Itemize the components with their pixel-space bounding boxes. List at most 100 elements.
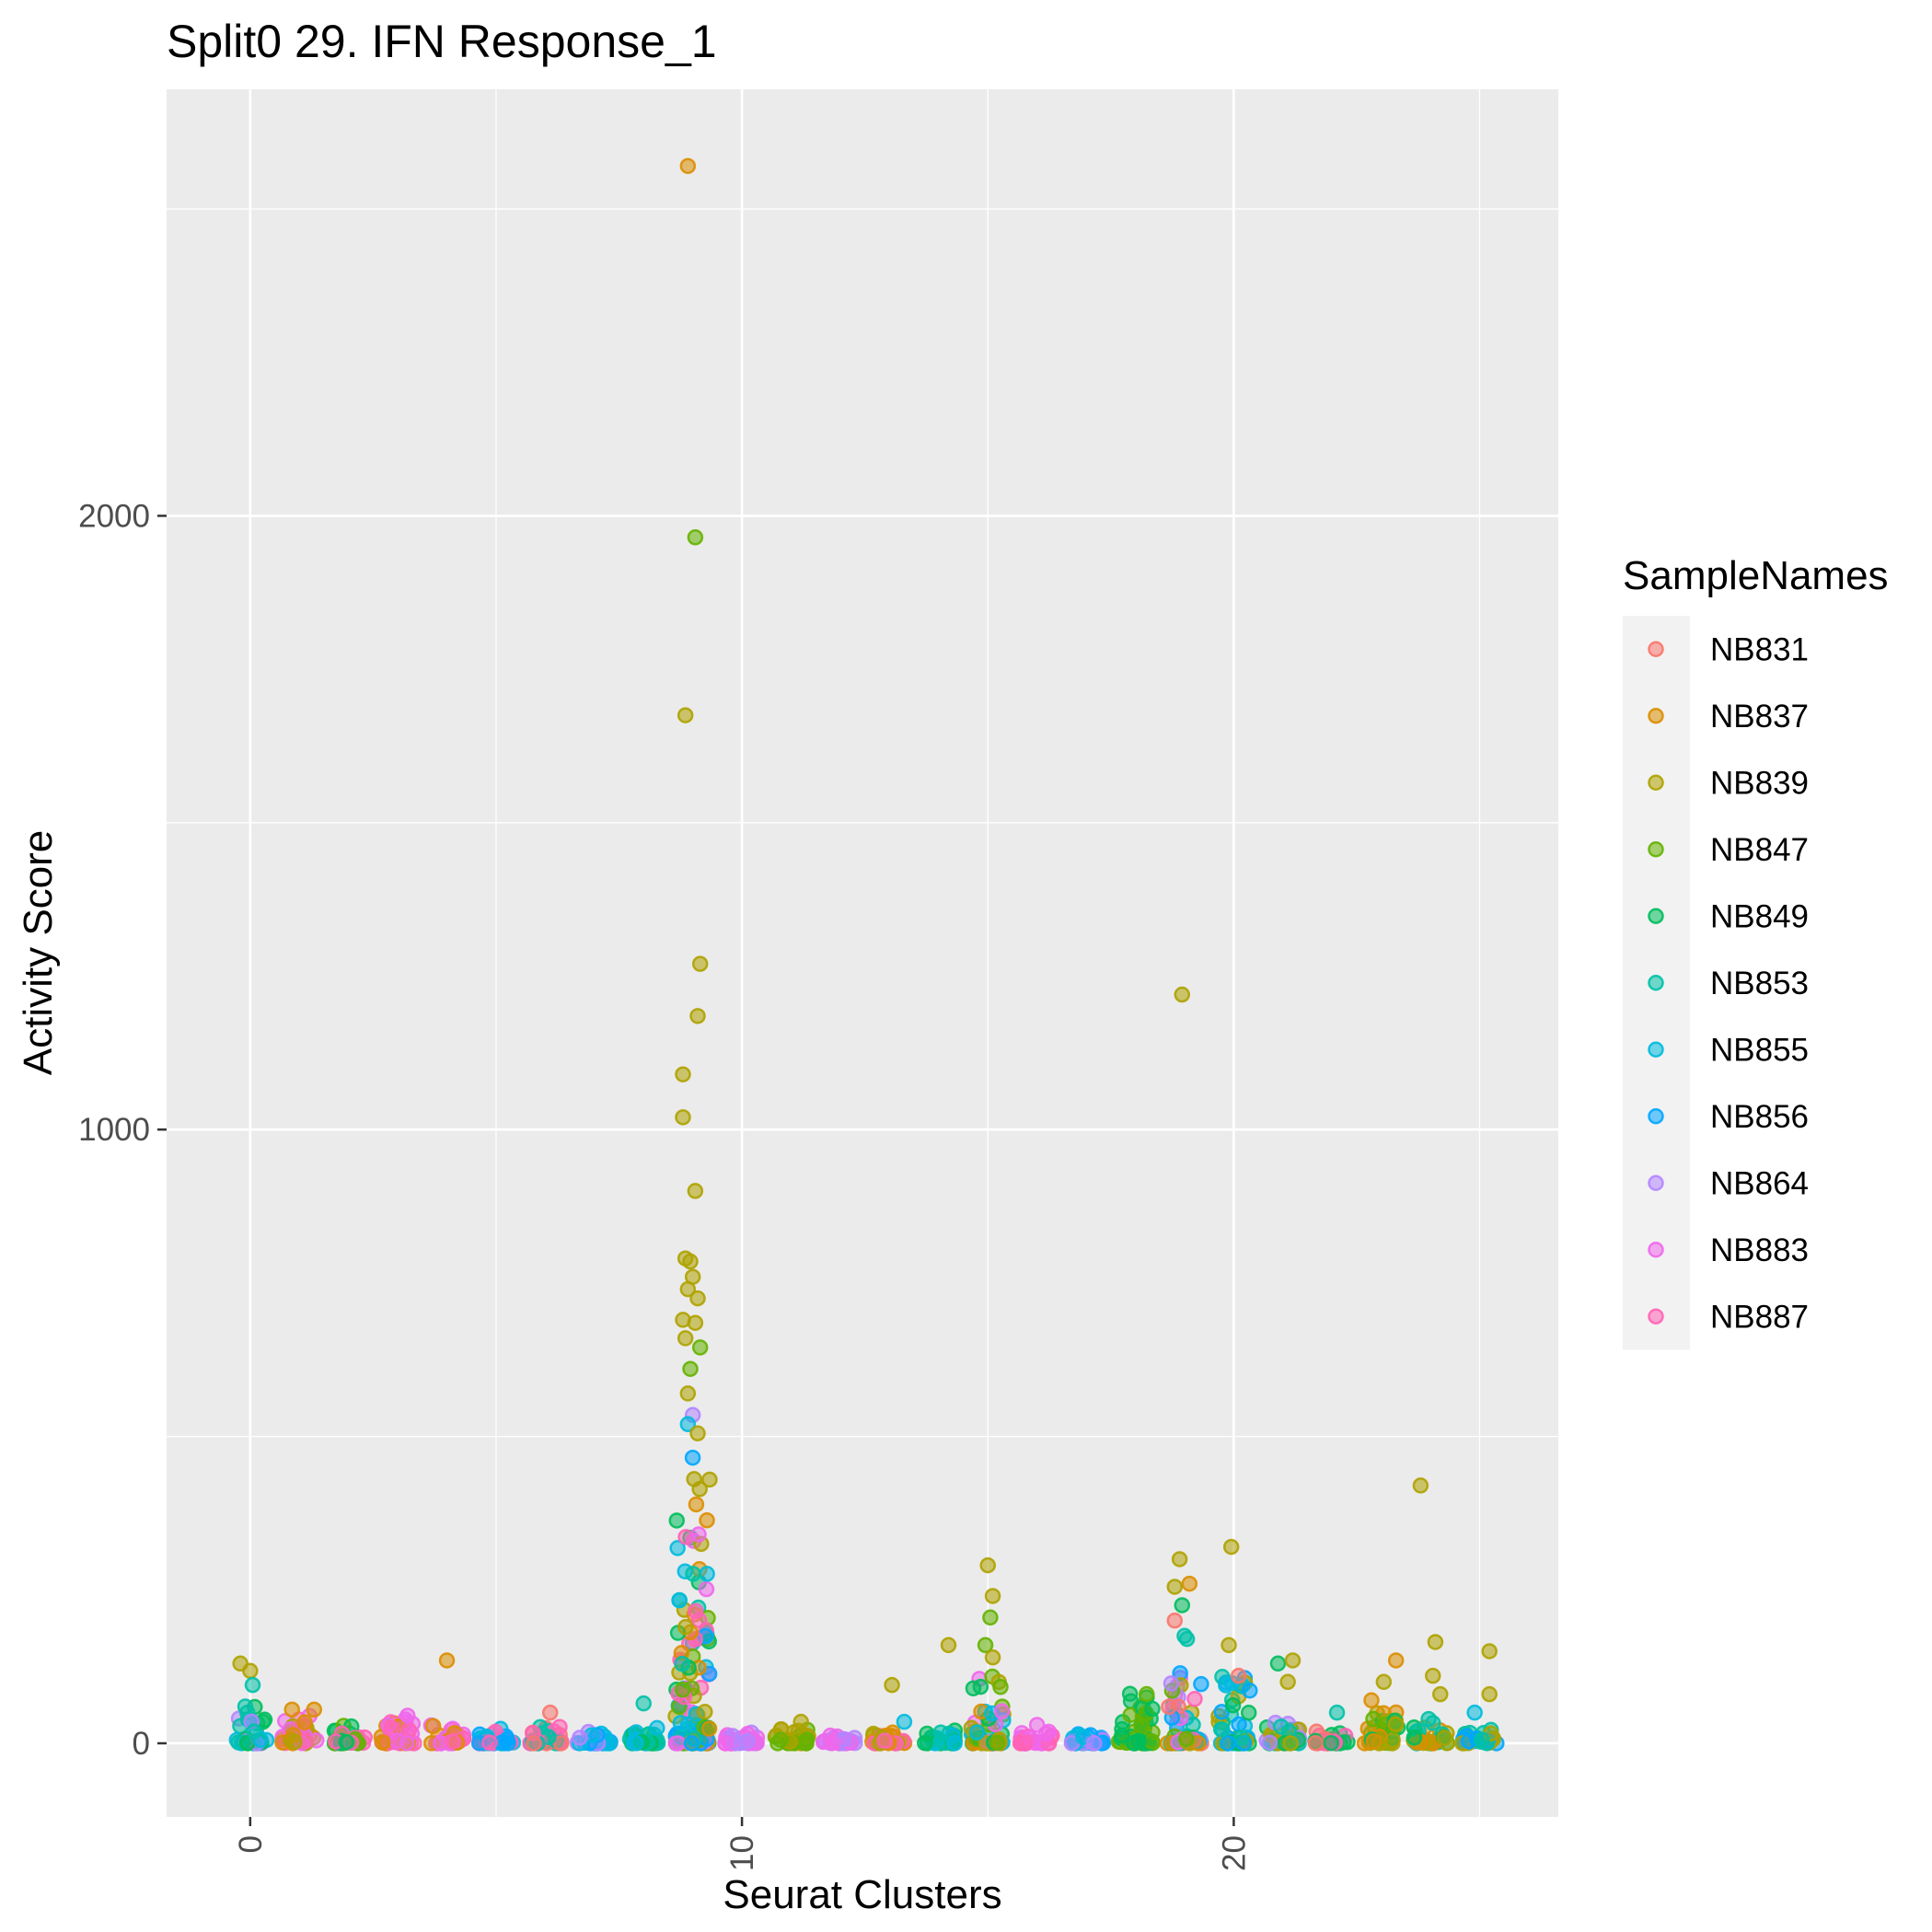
data-point: [1425, 1715, 1441, 1731]
plot-panel: [167, 89, 1558, 1817]
x-tick-label: 20: [1216, 1835, 1252, 1871]
data-point: [1178, 1730, 1195, 1747]
data-point: [1436, 1730, 1453, 1746]
data-point: [1114, 1727, 1130, 1744]
data-point: [689, 1290, 706, 1307]
data-point: [1328, 1704, 1346, 1721]
data-point: [1427, 1634, 1444, 1650]
data-point: [1412, 1477, 1429, 1494]
data-point: [691, 955, 709, 972]
data-point: [1232, 1729, 1250, 1746]
legend-title: SampleNames: [1623, 553, 1889, 598]
data-point: [256, 1711, 273, 1729]
data-point: [1365, 1732, 1382, 1750]
data-point: [717, 1735, 734, 1752]
legend-key-NB887: [1648, 1308, 1664, 1325]
data-point: [699, 1511, 715, 1529]
x-tick-label: 0: [233, 1835, 269, 1853]
data-point: [701, 1471, 718, 1488]
chart-title: Split0 29. IFN Response_1: [167, 16, 717, 67]
data-point: [1220, 1735, 1236, 1752]
legend-label: NB837: [1710, 699, 1809, 735]
data-point: [1221, 1637, 1237, 1654]
data-point: [690, 1526, 707, 1543]
data-point: [1375, 1673, 1393, 1691]
plot-background: [167, 89, 1558, 1817]
data-points: [228, 157, 1505, 1752]
data-point: [1365, 1710, 1382, 1728]
data-point: [1261, 1734, 1278, 1752]
data-point: [1323, 1734, 1340, 1752]
data-point: [677, 707, 694, 723]
data-point: [551, 1718, 568, 1735]
data-point: [739, 1732, 756, 1750]
data-point: [686, 1471, 702, 1487]
data-point: [982, 1609, 999, 1626]
data-point: [400, 1721, 418, 1739]
data-point: [683, 1735, 700, 1752]
data-point: [700, 1720, 718, 1737]
y-axis-title: Activity Score: [16, 830, 61, 1076]
data-point: [1240, 1705, 1257, 1721]
data-point: [689, 1008, 706, 1024]
data-point: [684, 1449, 701, 1466]
data-point: [296, 1714, 313, 1730]
data-point: [1230, 1667, 1247, 1684]
data-point: [876, 1732, 893, 1749]
data-point: [1166, 1612, 1184, 1629]
data-point: [688, 1602, 704, 1620]
data-point: [671, 1591, 688, 1609]
data-point: [685, 1566, 701, 1582]
data-point: [946, 1735, 963, 1752]
legend-label: NB847: [1710, 832, 1809, 868]
data-point: [1269, 1655, 1287, 1672]
legend-label: NB831: [1710, 631, 1809, 667]
data-point: [1231, 1716, 1247, 1733]
data-point: [286, 1733, 303, 1751]
data-point: [627, 1735, 644, 1752]
axes: 0 1000 2000 0 10 20: [78, 498, 1252, 1871]
data-point: [1461, 1732, 1477, 1750]
data-point: [1481, 1685, 1498, 1703]
data-point: [675, 1109, 691, 1126]
legend-key-NB853: [1648, 975, 1664, 991]
data-point: [977, 1637, 994, 1654]
legend-key-NB855: [1648, 1041, 1664, 1058]
data-point: [649, 1719, 665, 1737]
data-point: [989, 1734, 1006, 1752]
data-point: [697, 1704, 713, 1720]
data-point: [965, 1680, 982, 1697]
data-point: [424, 1718, 442, 1734]
data-point: [691, 1339, 709, 1356]
data-point: [1279, 1673, 1296, 1691]
data-point: [1143, 1733, 1161, 1750]
data-point: [1387, 1716, 1405, 1733]
y-tick-label: 2000: [78, 498, 150, 534]
legend-label: NB856: [1710, 1099, 1809, 1135]
data-point: [1242, 1682, 1258, 1699]
data-point: [968, 1724, 986, 1741]
data-point: [679, 1385, 697, 1402]
y-tick-label: 1000: [78, 1112, 150, 1148]
data-point: [375, 1734, 391, 1751]
data-point: [672, 1715, 689, 1731]
data-point: [1171, 1551, 1188, 1568]
data-point: [940, 1637, 957, 1654]
data-point: [917, 1734, 933, 1752]
legend: SampleNames NB831 NB837 NB839 NB847 NB849 NB8…: [1623, 553, 1889, 1350]
data-point: [445, 1733, 461, 1750]
x-axis-title: Seurat Clusters: [723, 1872, 1001, 1917]
data-point: [1144, 1700, 1161, 1718]
legend-key-NB847: [1648, 841, 1664, 858]
data-point: [674, 1655, 690, 1672]
legend-label: NB883: [1710, 1232, 1809, 1268]
data-point: [499, 1730, 515, 1748]
data-point: [679, 1416, 697, 1433]
data-point: [1406, 1730, 1423, 1746]
data-point: [896, 1713, 913, 1730]
data-point: [399, 1707, 416, 1724]
data-point: [979, 1556, 996, 1574]
legend-key-NB839: [1648, 774, 1664, 791]
data-point: [1166, 1579, 1184, 1595]
data-point: [992, 1679, 1009, 1695]
